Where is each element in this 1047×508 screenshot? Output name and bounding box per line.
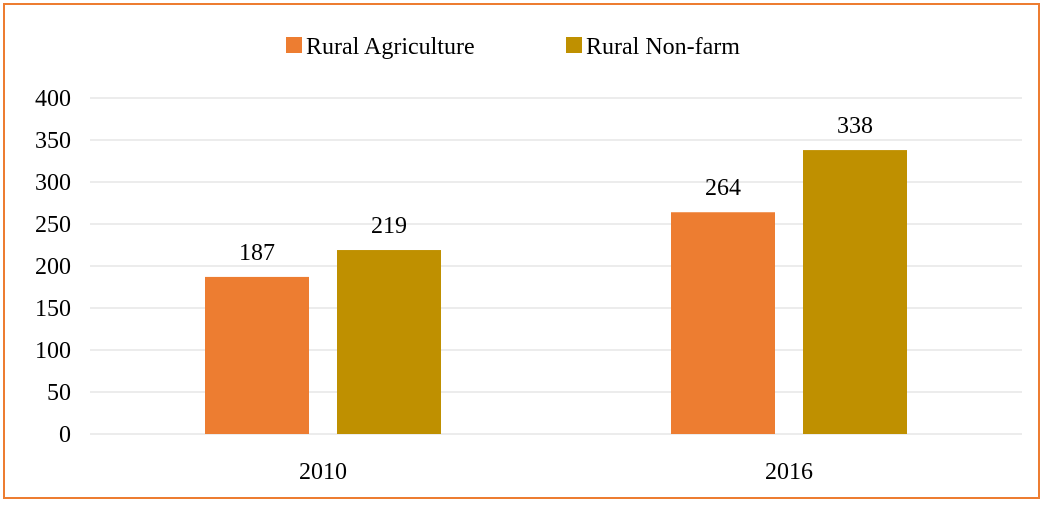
legend: Rural Agriculture Rural Non-farm xyxy=(286,34,740,60)
x-tick-label: 2016 xyxy=(765,459,813,485)
y-tick-label: 150 xyxy=(35,296,71,322)
y-tick-label: 50 xyxy=(47,380,71,406)
data-label: 338 xyxy=(837,113,873,139)
legend-label: Rural Non-farm xyxy=(586,34,740,60)
x-tick-label: 2010 xyxy=(299,459,347,485)
bar xyxy=(671,212,775,434)
data-label: 219 xyxy=(371,213,407,239)
bar xyxy=(337,250,441,434)
y-tick-label: 250 xyxy=(35,212,71,238)
data-label: 264 xyxy=(705,175,741,201)
legend-label: Rural Agriculture xyxy=(306,34,475,60)
data-label: 187 xyxy=(239,240,275,266)
y-tick-label: 100 xyxy=(35,338,71,364)
y-tick-label: 400 xyxy=(35,86,71,112)
data-labels: 187 219 264 338 xyxy=(239,113,873,266)
bars xyxy=(205,150,907,434)
y-tick-label: 350 xyxy=(35,128,71,154)
legend-swatch xyxy=(286,37,302,53)
y-tick-label: 300 xyxy=(35,170,71,196)
y-axis-ticks: 0 50 100 150 200 250 300 350 400 xyxy=(35,86,71,448)
y-tick-label: 0 xyxy=(59,422,71,448)
legend-swatch xyxy=(566,37,582,53)
x-axis-ticks: 2010 2016 xyxy=(299,459,813,485)
y-tick-label: 200 xyxy=(35,254,71,280)
bar xyxy=(205,276,309,434)
bar xyxy=(803,150,907,434)
